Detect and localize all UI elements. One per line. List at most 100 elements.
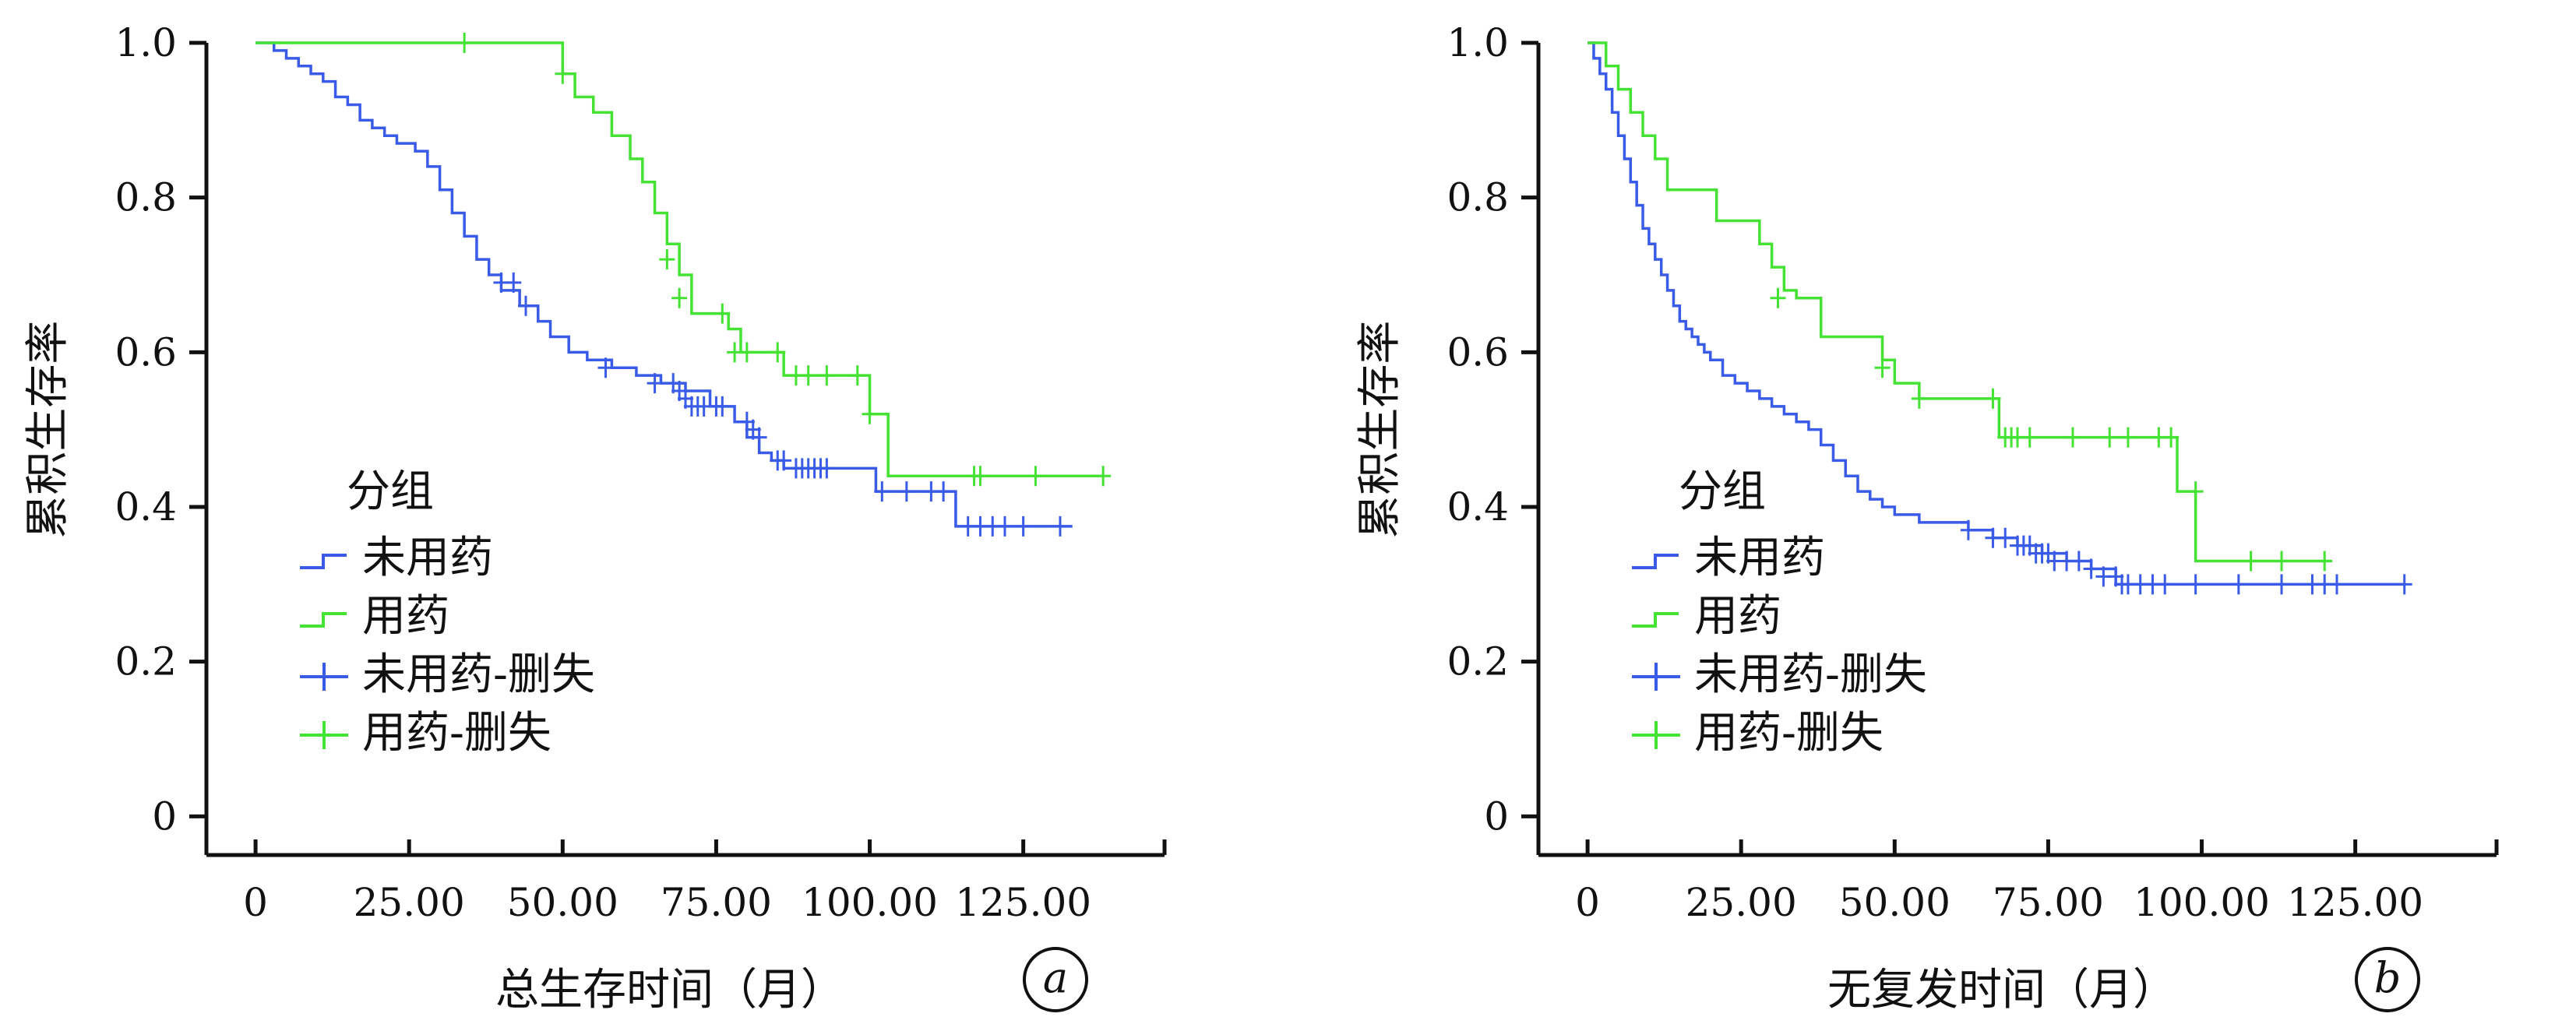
censor-mark-treated bbox=[2187, 481, 2204, 502]
censor-mark-treated bbox=[2120, 427, 2136, 448]
legend-swatch-step bbox=[300, 554, 347, 569]
censor-mark-untreated bbox=[518, 295, 534, 316]
censor-mark-treated bbox=[659, 249, 675, 270]
censor-mark-treated bbox=[862, 403, 878, 424]
censor-mark-untreated bbox=[751, 427, 767, 448]
censor-mark-untreated bbox=[647, 373, 663, 394]
censor-mark-untreated bbox=[2157, 574, 2173, 595]
panel-a: 0 0.2 0.4 0.6 0.8 1.0 0 25.00 50.00 75.00 100.00 12… bbox=[23, 20, 1167, 1015]
censor-mark-treated bbox=[1985, 388, 2001, 409]
legend-swatch-step bbox=[300, 612, 347, 628]
y-tick-label: 0 bbox=[1484, 794, 1509, 839]
panel-label: a bbox=[1043, 953, 1068, 1002]
censor-mark-untreated bbox=[1052, 516, 1068, 537]
x-tick-label: 50.00 bbox=[507, 880, 618, 925]
legend-swatch-censor bbox=[300, 721, 348, 749]
legend-entry: 未用药 bbox=[362, 533, 493, 583]
y-tick-label: 0.2 bbox=[1447, 639, 1509, 684]
x-tick-label: 25.00 bbox=[354, 880, 465, 925]
panel-label-circle bbox=[2355, 947, 2420, 1012]
censor-mark-treated bbox=[849, 365, 865, 386]
y-tick-label: 0 bbox=[152, 794, 177, 839]
x-tick-label: 100.00 bbox=[2134, 880, 2270, 925]
panel-b: 0 0.2 0.4 0.6 0.8 1.0 0 25.00 50.00 75.00 100.00 12… bbox=[1355, 20, 2499, 1015]
y-tick-label: 0.8 bbox=[1447, 175, 1509, 220]
censor-mark-treated bbox=[770, 342, 786, 363]
censor-mark-untreated bbox=[2274, 574, 2290, 595]
x-tick-label: 50.00 bbox=[1839, 880, 1951, 925]
censor-mark-treated bbox=[972, 466, 988, 487]
censor-mark-untreated bbox=[714, 396, 731, 417]
censor-mark-untreated bbox=[819, 458, 835, 479]
censor-mark-treated bbox=[2064, 427, 2081, 448]
legend-entry: 用药 bbox=[362, 591, 449, 642]
censor-mark-untreated bbox=[776, 450, 792, 471]
censor-mark-treated bbox=[800, 365, 816, 386]
legend-entry: 用药-删失 bbox=[1694, 708, 1884, 758]
censor-mark-untreated bbox=[997, 516, 1013, 537]
x-axis-title: 无复发时间（月） bbox=[1827, 965, 2176, 1015]
censor-mark-treated bbox=[456, 33, 473, 53]
y-tick-label: 1.0 bbox=[1447, 20, 1509, 65]
legend-title: 分组 bbox=[1679, 466, 1766, 517]
censor-mark-treated bbox=[671, 287, 688, 308]
x-tick-label: 100.00 bbox=[802, 880, 938, 925]
censor-mark-treated bbox=[2102, 427, 2118, 448]
censor-mark-untreated bbox=[2070, 551, 2087, 572]
y-tick-label: 0.6 bbox=[1447, 329, 1509, 375]
censor-mark-treated bbox=[2163, 427, 2180, 448]
censor-mark-untreated bbox=[1015, 516, 1031, 537]
censor-mark-treated bbox=[1770, 287, 1786, 308]
km-curve-treated bbox=[1588, 41, 2331, 563]
censor-mark-treated bbox=[1911, 388, 1927, 409]
legend-swatch-step bbox=[1632, 612, 1679, 628]
km-curve-treated bbox=[255, 41, 1104, 478]
legend-swatch-censor bbox=[300, 663, 348, 691]
censor-mark-untreated bbox=[898, 481, 914, 502]
panel-label-circle bbox=[1023, 947, 1088, 1012]
censor-mark-untreated bbox=[506, 272, 522, 293]
y-tick-label: 0.6 bbox=[115, 329, 177, 375]
censor-mark-untreated bbox=[2187, 574, 2204, 595]
censor-mark-untreated bbox=[2329, 574, 2345, 595]
censor-mark-untreated bbox=[2396, 574, 2412, 595]
censor-mark-treated bbox=[2021, 427, 2038, 448]
censor-mark-treated bbox=[2243, 551, 2259, 572]
censor-mark-untreated bbox=[2083, 558, 2099, 579]
censor-mark-treated bbox=[714, 303, 731, 324]
legend-entry: 未用药-删失 bbox=[362, 649, 595, 700]
censor-mark-treated bbox=[2274, 551, 2290, 572]
legend-entry: 用药 bbox=[1694, 591, 1781, 642]
x-tick-label: 125.00 bbox=[955, 880, 1091, 925]
censor-mark-untreated bbox=[936, 481, 952, 502]
censor-mark-treated bbox=[1027, 466, 1044, 487]
censor-mark-treated bbox=[738, 342, 755, 363]
x-tick-label: 75.00 bbox=[661, 880, 772, 925]
km-curve-untreated bbox=[255, 41, 1073, 528]
censor-mark-treated bbox=[1095, 466, 1112, 487]
censor-mark-treated bbox=[819, 365, 835, 386]
censor-mark-untreated bbox=[1960, 519, 1976, 540]
y-tick-label: 0.8 bbox=[115, 175, 177, 220]
y-tick-label: 0.2 bbox=[115, 639, 177, 684]
censor-mark-untreated bbox=[874, 481, 890, 502]
censor-mark-untreated bbox=[597, 357, 614, 378]
legend-swatch-censor bbox=[1632, 663, 1680, 691]
y-tick-label: 1.0 bbox=[115, 20, 177, 65]
x-tick-label: 0 bbox=[1575, 880, 1600, 925]
censor-mark-treated bbox=[1874, 357, 1891, 378]
censor-mark-untreated bbox=[1997, 527, 2014, 548]
legend-title: 分组 bbox=[347, 466, 434, 517]
legend-swatch-censor bbox=[1632, 721, 1680, 749]
censor-mark-treated bbox=[555, 63, 571, 84]
y-tick-label: 0.4 bbox=[115, 484, 177, 530]
legend-swatch-step bbox=[1632, 554, 1679, 569]
x-tick-label: 125.00 bbox=[2287, 880, 2423, 925]
censor-mark-untreated bbox=[2230, 574, 2247, 595]
x-tick-label: 0 bbox=[243, 880, 268, 925]
censor-mark-treated bbox=[2317, 551, 2333, 572]
y-tick-label: 0.4 bbox=[1447, 484, 1509, 530]
legend-entry: 未用药 bbox=[1694, 533, 1825, 583]
